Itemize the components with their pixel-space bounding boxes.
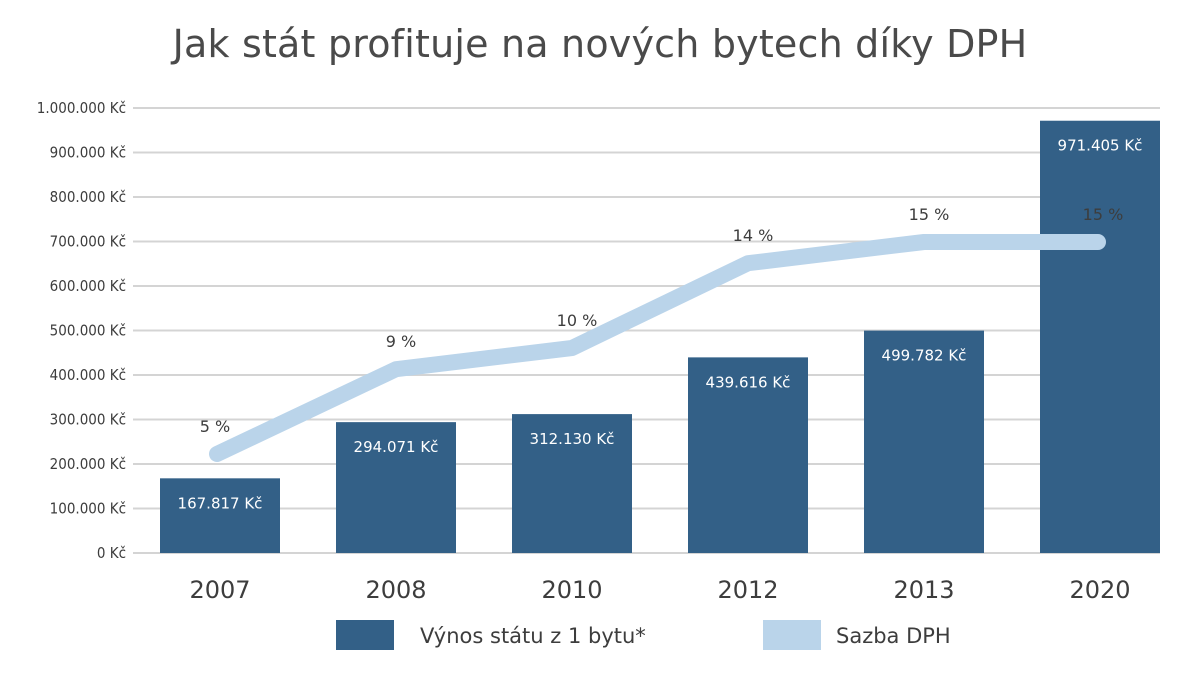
y-tick-label: 700.000 Kč [50, 233, 126, 251]
rate-label: 9 % [386, 332, 416, 351]
legend-swatch-bars [336, 620, 394, 650]
y-tick-label: 900.000 Kč [50, 144, 126, 162]
y-tick-label: 0 Kč [97, 544, 126, 562]
rate-line [209, 234, 1106, 462]
y-tick-label: 400.000 Kč [50, 366, 126, 384]
bar [336, 422, 456, 553]
rate-label: 14 % [733, 226, 774, 245]
bar-value-label: 167.817 Kč [178, 494, 263, 512]
bar-value-label: 499.782 Kč [882, 347, 967, 365]
x-tick-label: 2020 [1069, 576, 1130, 604]
bar [160, 478, 280, 553]
x-tick-label: 2008 [365, 576, 426, 604]
y-tick-label: 500.000 Kč [50, 322, 126, 340]
rate-label: 10 % [557, 311, 598, 330]
y-tick-label: 1.000.000 Kč [37, 99, 126, 117]
chart-title: Jak stát profituje na nových bytech díky… [172, 22, 1028, 66]
legend-swatch-line [763, 620, 821, 650]
y-tick-label: 600.000 Kč [50, 277, 126, 295]
x-tick-label: 2013 [893, 576, 954, 604]
x-tick-label: 2012 [717, 576, 778, 604]
bar-value-label: 294.071 Kč [354, 438, 439, 456]
rate-label: 5 % [200, 417, 230, 436]
x-tick-label: 2010 [541, 576, 602, 604]
bar [1040, 120, 1160, 553]
y-tick-label: 100.000 Kč [50, 500, 126, 518]
bar [688, 357, 808, 553]
rate-label: 15 % [909, 205, 950, 224]
y-tick-label: 300.000 Kč [50, 411, 126, 429]
bar-value-label: 439.616 Kč [706, 373, 791, 391]
bar [512, 414, 632, 553]
bar-value-label: 312.130 Kč [530, 430, 615, 448]
legend-label-line: Sazba DPH [836, 624, 951, 648]
y-tick-label: 200.000 Kč [50, 455, 126, 473]
rate-label: 15 % [1083, 205, 1124, 224]
legend-label-bars: Výnos státu z 1 bytu* [420, 624, 646, 648]
bar [864, 330, 984, 553]
y-tick-label: 800.000 Kč [50, 188, 126, 206]
bar-value-label: 971.405 Kč [1058, 137, 1143, 155]
x-tick-label: 2007 [189, 576, 250, 604]
